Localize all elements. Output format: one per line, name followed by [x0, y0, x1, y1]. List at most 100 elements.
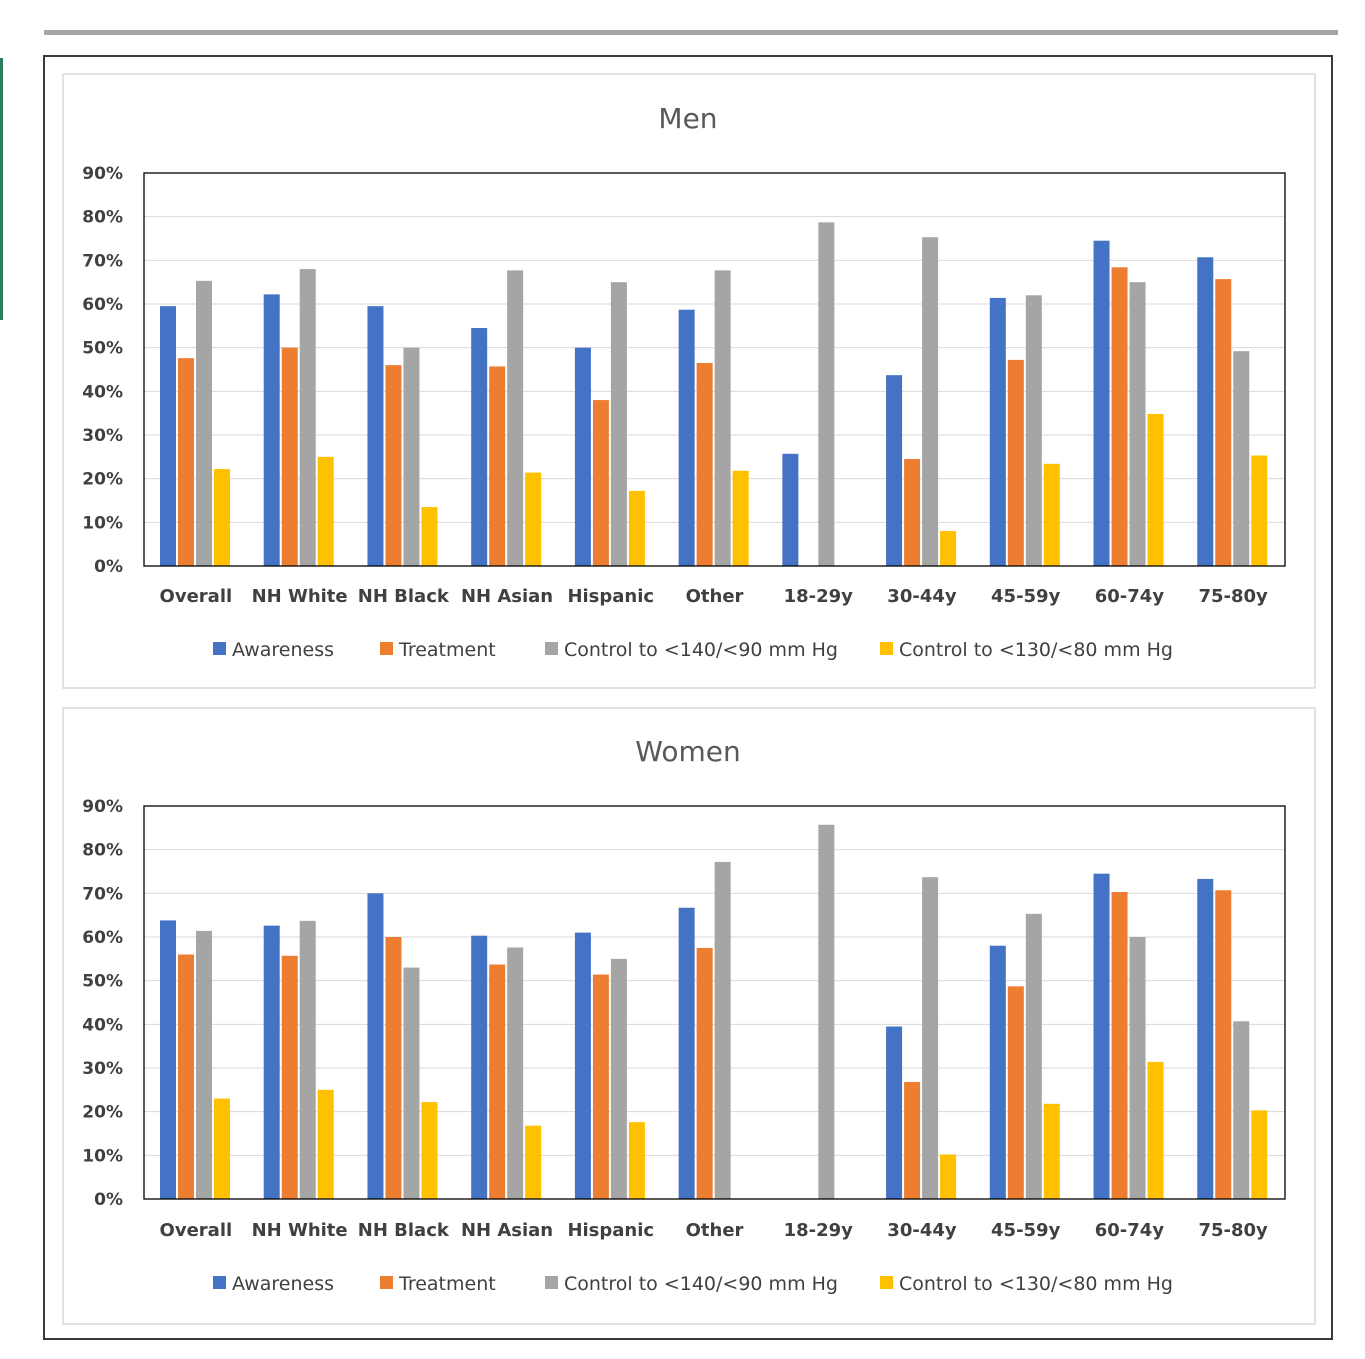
- women-bar-awareness: [160, 920, 176, 1199]
- men-legend-swatch: [213, 642, 226, 655]
- women-bar-control-130-80: [317, 1089, 334, 1199]
- men-bar-awareness: [263, 294, 280, 566]
- men-x-tick-label: NH Asian: [461, 586, 553, 607]
- men-bar-control-130-80: [421, 507, 438, 566]
- men-bar-control-140-90: [1233, 351, 1250, 566]
- women-legend-swatch: [880, 1276, 893, 1289]
- men-x-tick-label: Overall: [160, 586, 233, 607]
- women-x-tick-label: NH White: [252, 1220, 348, 1241]
- men-bar-treatment: [904, 459, 921, 566]
- men-y-tick-label: 30%: [82, 426, 123, 446]
- men-bar-control-130-80: [317, 456, 334, 566]
- men-bar-control-130-80: [732, 470, 749, 566]
- women-y-tick-label: 40%: [82, 1015, 123, 1035]
- men-bar-control-140-90: [1129, 282, 1146, 566]
- women-bar-control-140-90: [818, 824, 835, 1199]
- women-bar-control-140-90: [507, 947, 524, 1199]
- women-y-tick-label: 70%: [82, 884, 123, 904]
- men-x-tick-label: Other: [686, 586, 744, 607]
- men-bar-awareness: [678, 309, 695, 566]
- men-bar-treatment: [1215, 279, 1232, 566]
- women-bar-control-140-90: [1025, 913, 1042, 1199]
- men-bar-awareness: [1093, 240, 1110, 566]
- men-bar-control-130-80: [214, 469, 230, 566]
- men-x-tick-label: 45-59y: [991, 586, 1061, 607]
- women-bar-treatment: [281, 955, 298, 1199]
- women-legend-label: Awareness: [232, 1273, 334, 1295]
- men-bar-control-140-90: [1025, 295, 1042, 566]
- men-bar-control-140-90: [196, 280, 212, 566]
- men-bar-control-130-80: [940, 531, 957, 566]
- women-bar-treatment: [696, 947, 713, 1199]
- women-plot-area: [143, 805, 1286, 1200]
- women-bar-control-140-90: [610, 958, 627, 1199]
- men-plot-area: [143, 172, 1286, 567]
- men-y-tick-label: 0%: [94, 557, 123, 577]
- men-bar-awareness: [886, 375, 903, 566]
- men-bar-control-130-80: [1147, 414, 1164, 566]
- women-x-tick-label: 75-80y: [1198, 1220, 1268, 1241]
- women-bar-awareness: [886, 1026, 903, 1199]
- women-x-tick-label: 60-74y: [1095, 1220, 1165, 1241]
- men-bar-treatment: [489, 366, 506, 566]
- men-bar-control-130-80: [525, 472, 542, 566]
- men-y-tick-label: 80%: [82, 208, 123, 228]
- men-y-tick-label: 10%: [82, 513, 123, 533]
- men-bar-control-130-80: [628, 490, 645, 566]
- men-bar-awareness: [782, 453, 799, 566]
- women-bar-control-130-80: [1251, 1110, 1268, 1199]
- women-x-tick-label: NH Black: [358, 1220, 450, 1241]
- women-bar-control-140-90: [714, 861, 731, 1199]
- men-bar-control-130-80: [1043, 463, 1060, 566]
- men-x-tick-label: Hispanic: [567, 586, 654, 607]
- women-bar-control-140-90: [1129, 937, 1146, 1199]
- men-bar-treatment: [592, 400, 609, 566]
- men-y-tick-label: 50%: [82, 339, 123, 359]
- men-bar-treatment: [385, 365, 402, 566]
- top-rule: [44, 30, 1338, 35]
- men-bar-control-130-80: [1251, 455, 1268, 566]
- women-bar-control-140-90: [922, 877, 939, 1199]
- men-chart-title: Men: [658, 102, 717, 135]
- men-x-tick-label: NH Black: [358, 586, 450, 607]
- men-legend-swatch: [545, 642, 558, 655]
- women-bar-awareness: [989, 945, 1006, 1199]
- women-y-tick-label: 0%: [94, 1190, 123, 1210]
- women-legend-swatch: [380, 1276, 393, 1289]
- men-bar-treatment: [178, 358, 194, 566]
- women-x-tick-label: Overall: [160, 1220, 233, 1241]
- men-y-tick-label: 90%: [82, 164, 123, 184]
- women-bar-control-130-80: [214, 1098, 230, 1199]
- women-y-tick-label: 90%: [82, 797, 123, 817]
- women-chart-title: Women: [635, 735, 740, 768]
- men-bar-control-140-90: [507, 270, 524, 566]
- women-legend-label: Control to <130/<80 mm Hg: [899, 1273, 1173, 1295]
- women-bar-treatment: [1007, 986, 1024, 1199]
- women-y-tick-label: 10%: [82, 1146, 123, 1166]
- men-x-tick-label: 18-29y: [784, 586, 854, 607]
- women-bar-treatment: [178, 954, 194, 1199]
- men-bar-control-140-90: [922, 237, 939, 566]
- women-bar-awareness: [1093, 873, 1110, 1199]
- men-y-tick-label: 70%: [82, 251, 123, 271]
- men-bar-awareness: [1197, 257, 1214, 566]
- men-bar-treatment: [1111, 267, 1128, 566]
- women-bar-awareness: [678, 907, 695, 1199]
- men-x-tick-label: 60-74y: [1095, 586, 1165, 607]
- women-bar-treatment: [385, 937, 402, 1199]
- women-bar-control-130-80: [940, 1154, 957, 1199]
- women-bar-control-140-90: [403, 967, 420, 1199]
- women-x-tick-label: 18-29y: [784, 1220, 854, 1241]
- men-bar-awareness: [367, 306, 384, 566]
- women-bar-awareness: [574, 932, 591, 1199]
- women-y-tick-label: 30%: [82, 1059, 123, 1079]
- men-bar-control-140-90: [403, 347, 420, 566]
- men-x-tick-label: NH White: [252, 586, 348, 607]
- men-x-tick-label: 30-44y: [887, 586, 957, 607]
- men-bar-control-140-90: [299, 269, 316, 566]
- women-legend-swatch: [213, 1276, 226, 1289]
- women-x-tick-label: NH Asian: [461, 1220, 553, 1241]
- men-legend-label: Awareness: [232, 639, 334, 661]
- men-bar-control-140-90: [610, 282, 627, 566]
